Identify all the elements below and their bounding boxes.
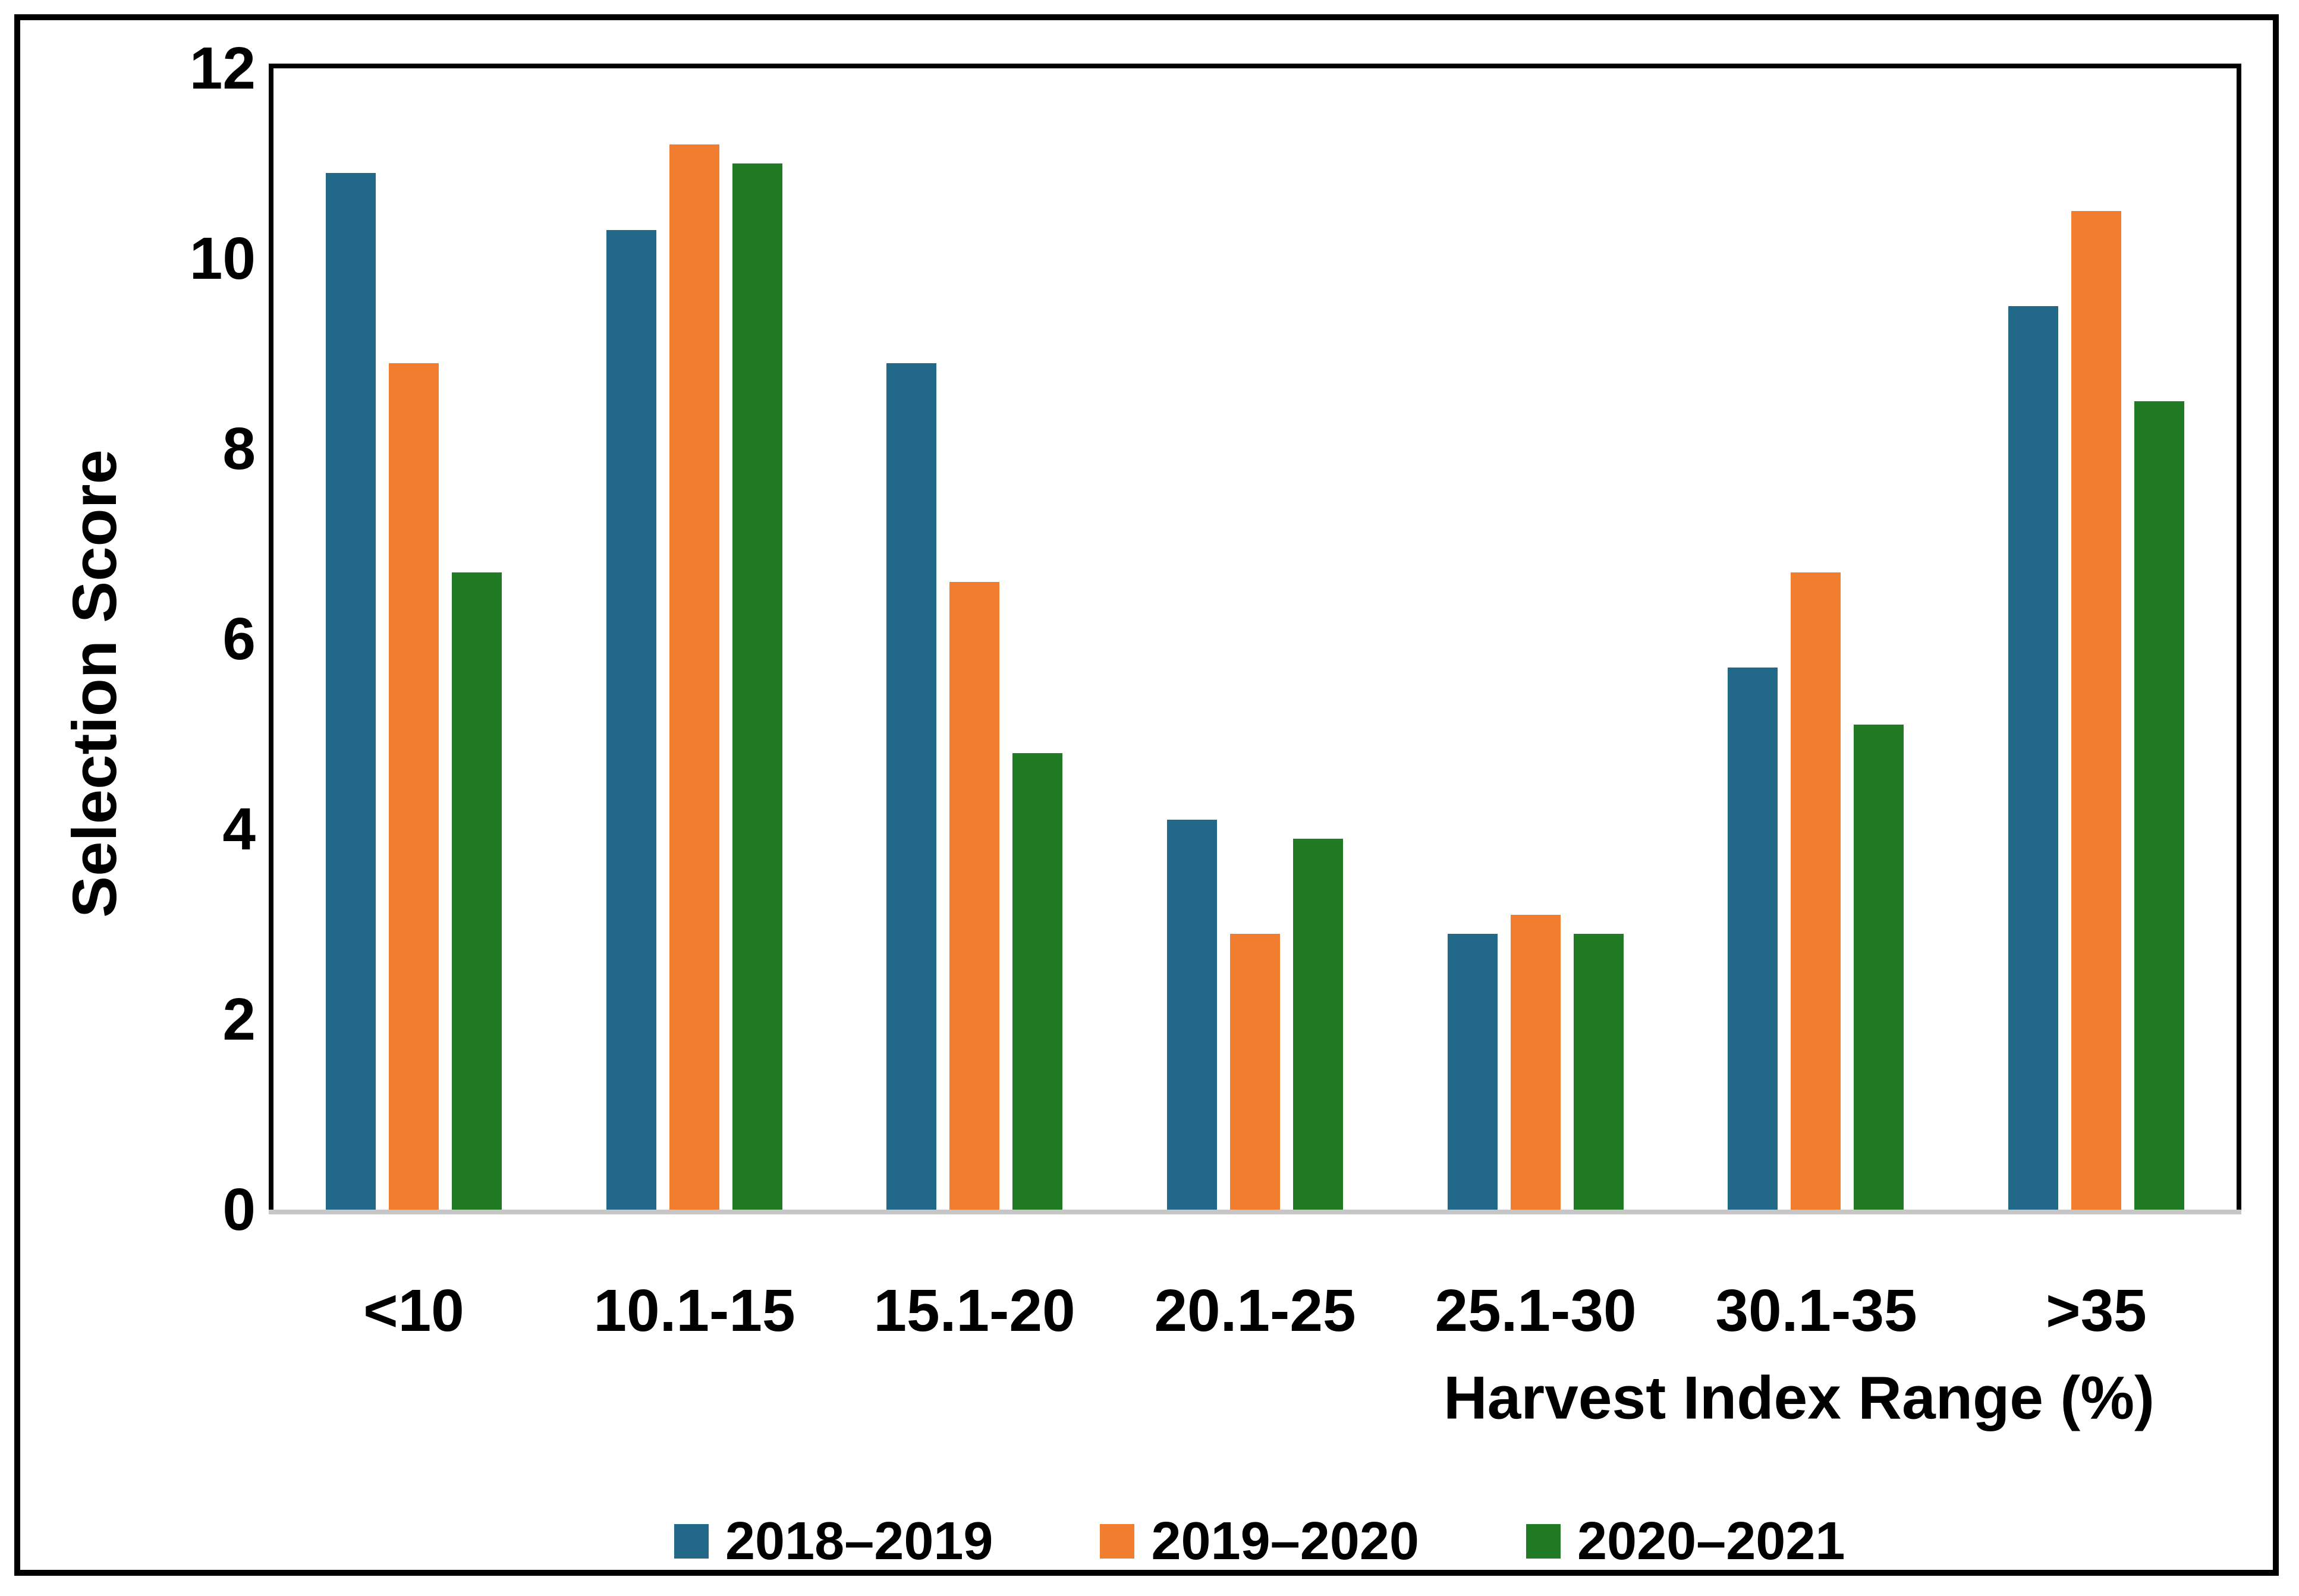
bar-2019-2020-35	[2071, 211, 2121, 1210]
legend: 2018–2019 2019–2020 2020–2021	[674, 1515, 1845, 1568]
bar-2018-2019-10	[326, 173, 376, 1210]
bar-2020-2021-15-1-20	[1012, 753, 1062, 1210]
plot-border-right	[2237, 64, 2241, 1214]
legend-swatch-2018-2019	[674, 1524, 709, 1559]
plot-border-top	[269, 64, 2241, 68]
legend-swatch-2020-2021	[1526, 1524, 1561, 1559]
legend-item-2018-2019: 2018–2019	[674, 1515, 993, 1568]
y-tick-label-8: 8	[222, 415, 256, 482]
y-tick-label-6: 6	[222, 606, 256, 672]
bar-2018-2019-30-1-35	[1728, 668, 1778, 1210]
y-tick-label-2: 2	[222, 986, 256, 1053]
y-tick-label-0: 0	[222, 1176, 256, 1243]
x-tick-label-30-1-35: 30.1-35	[1715, 1277, 1917, 1344]
y-tick-label-4: 4	[222, 796, 256, 862]
bar-2019-2020-15-1-20	[949, 582, 999, 1210]
bar-2019-2020-10	[389, 363, 439, 1210]
bar-2018-2019-20-1-25	[1167, 820, 1217, 1210]
y-tick-label-10: 10	[189, 225, 256, 292]
legend-label-2019-2020: 2019–2020	[1151, 1512, 1419, 1571]
bar-2018-2019-15-1-20	[886, 363, 936, 1210]
y-axis-line	[269, 64, 273, 1214]
figure-frame	[14, 14, 2279, 1576]
bar-2019-2020-30-1-35	[1791, 572, 1841, 1210]
bar-2019-2020-20-1-25	[1230, 934, 1280, 1210]
legend-label-2018-2019: 2018–2019	[725, 1512, 993, 1571]
x-tick-label-20-1-25: 20.1-25	[1154, 1277, 1356, 1344]
legend-item-2020-2021: 2020–2021	[1526, 1515, 1845, 1568]
x-tick-label-35: >35	[2046, 1277, 2147, 1344]
bar-2020-2021-30-1-35	[1854, 725, 1904, 1210]
x-tick-label-10-1-15: 10.1-15	[593, 1277, 795, 1344]
y-axis-title: Selection Score	[60, 449, 130, 918]
bar-2019-2020-25-1-30	[1511, 915, 1561, 1210]
bar-2020-2021-25-1-30	[1574, 934, 1624, 1210]
bar-2019-2020-10-1-15	[669, 144, 719, 1210]
x-tick-label-10: <10	[363, 1277, 464, 1344]
bar-2020-2021-10	[452, 572, 502, 1210]
x-tick-label-15-1-20: 15.1-20	[873, 1277, 1075, 1344]
legend-label-2020-2021: 2020–2021	[1577, 1512, 1845, 1571]
legend-swatch-2019-2020	[1100, 1524, 1135, 1559]
x-tick-label-25-1-30: 25.1-30	[1435, 1277, 1637, 1344]
bar-2020-2021-20-1-25	[1293, 839, 1343, 1210]
bar-2018-2019-35	[2008, 306, 2058, 1210]
y-tick-label-12: 12	[189, 35, 256, 102]
bar-2020-2021-35	[2134, 401, 2184, 1210]
x-axis-line	[269, 1210, 2241, 1214]
bar-2018-2019-25-1-30	[1448, 934, 1498, 1210]
bar-2018-2019-10-1-15	[606, 230, 656, 1210]
x-axis-title: Harvest Index Range (%)	[1443, 1364, 2155, 1432]
bar-2020-2021-10-1-15	[732, 163, 782, 1210]
legend-item-2019-2020: 2019–2020	[1100, 1515, 1419, 1568]
